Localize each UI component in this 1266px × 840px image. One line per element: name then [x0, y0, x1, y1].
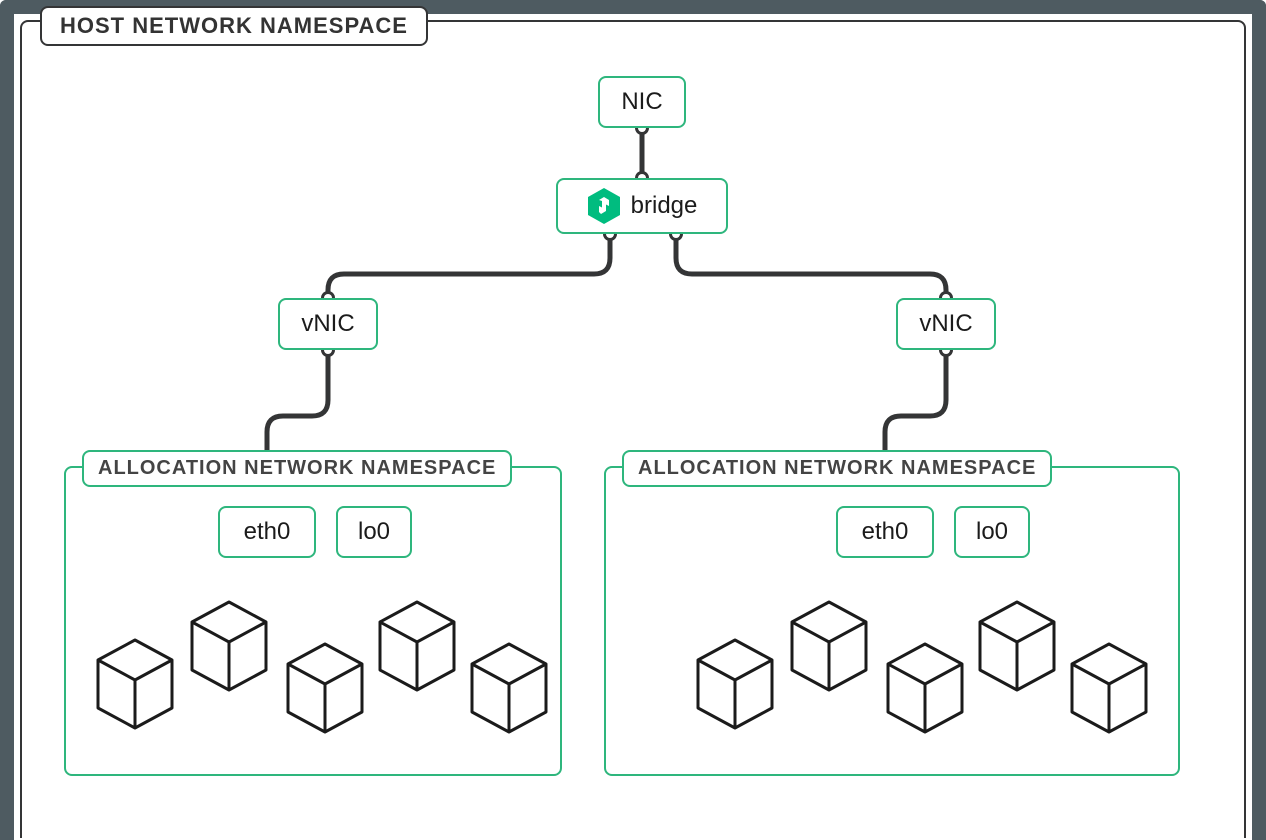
cube-icon	[692, 636, 778, 732]
allocation-left-label: ALLOCATION NETWORK NAMESPACE	[82, 450, 512, 487]
nic-node: NIC	[598, 76, 686, 128]
vnic-right-node: vNIC	[896, 298, 996, 350]
cube-icon	[374, 598, 460, 694]
cube-icon	[882, 640, 968, 736]
cube-icon	[92, 636, 178, 732]
nic-label: NIC	[621, 88, 662, 116]
nomad-icon	[587, 187, 621, 225]
lo0-left-node: lo0	[336, 506, 412, 558]
vnic-left-label: vNIC	[301, 310, 354, 338]
cube-icon	[186, 598, 272, 694]
cube-icon	[974, 598, 1060, 694]
cube-icon	[466, 640, 552, 736]
vnic-right-label: vNIC	[919, 310, 972, 338]
cube-icon	[282, 640, 368, 736]
eth0-right-label: eth0	[862, 518, 909, 546]
eth0-left-label: eth0	[244, 518, 291, 546]
bridge-node: bridge	[556, 178, 728, 234]
eth0-right-node: eth0	[836, 506, 934, 558]
cube-icon	[1066, 640, 1152, 736]
host-namespace-label: HOST NETWORK NAMESPACE	[40, 6, 428, 46]
allocation-right-label: ALLOCATION NETWORK NAMESPACE	[622, 450, 1052, 487]
bridge-label: bridge	[631, 192, 698, 220]
cube-icon	[786, 598, 872, 694]
lo0-right-label: lo0	[976, 518, 1008, 546]
eth0-left-node: eth0	[218, 506, 316, 558]
lo0-left-label: lo0	[358, 518, 390, 546]
vnic-left-node: vNIC	[278, 298, 378, 350]
lo0-right-node: lo0	[954, 506, 1030, 558]
